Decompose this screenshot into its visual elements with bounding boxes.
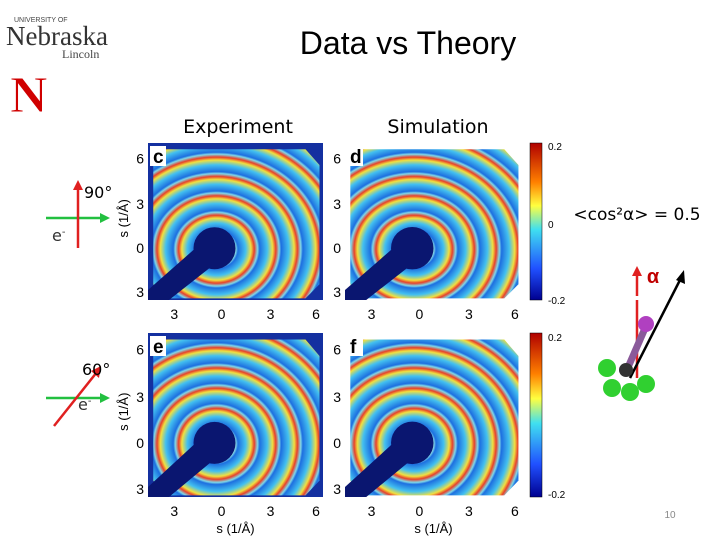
atom (603, 379, 621, 397)
label-box (150, 146, 166, 166)
atom (637, 375, 655, 393)
arrow-head (91, 366, 101, 378)
column-header: Simulation (387, 116, 488, 138)
x-tick-label: 3 (170, 306, 178, 322)
panel-label: d (350, 147, 362, 168)
x-axis-label: s (1/Å) (414, 521, 452, 536)
logo-top: UNIVERSITY OF (14, 17, 68, 24)
y-tick-label: 3 (136, 196, 144, 212)
colorbar (529, 332, 543, 498)
y-tick-label: 0 (333, 435, 341, 451)
label-box (347, 146, 363, 166)
y-tick-label: 0 (136, 435, 144, 451)
atom (638, 316, 654, 332)
x-tick-label: 6 (312, 503, 320, 519)
beam-stop (391, 421, 434, 465)
y-tick-label: 6 (333, 341, 341, 357)
y-tick-label: 6 (136, 151, 144, 167)
x-tick-label: 3 (465, 306, 473, 322)
y-axis-label: s (1/Å) (116, 393, 131, 431)
colorbar-tick: 0 (548, 220, 554, 231)
x-tick-label: 6 (312, 306, 320, 322)
column-header: Experiment (183, 116, 293, 138)
polarization-arrow (53, 371, 98, 427)
arrow-head (100, 393, 110, 403)
panel-label: f (350, 337, 357, 358)
label-box (150, 336, 166, 356)
y-tick-label: 6 (136, 341, 144, 357)
logo-mark: N (10, 67, 48, 124)
x-tick-label: 3 (368, 306, 376, 322)
y-tick-label: 3 (136, 389, 144, 405)
colorbar-tick: -0.2 (548, 296, 566, 307)
panel-label: e (153, 337, 164, 358)
colorbar (529, 142, 543, 301)
molecule-axis (628, 279, 682, 379)
y-axis-label: s (1/Å) (116, 199, 131, 237)
logo-campus: Lincoln (62, 47, 99, 61)
x-axis-label: s (1/Å) (216, 521, 254, 536)
y-tick-label: 3 (333, 284, 341, 300)
slide-title: Data vs Theory (300, 25, 516, 61)
row-angle: 90° (84, 183, 112, 202)
x-tick-label: 6 (511, 306, 519, 322)
colorbar-tick: -0.2 (548, 490, 566, 501)
y-tick-label: 3 (333, 196, 341, 212)
y-tick-label: 0 (136, 240, 144, 256)
electron: e (78, 395, 88, 414)
electron-label: e- (52, 226, 66, 245)
row-angle: 60° (82, 360, 110, 379)
atom (619, 363, 633, 377)
annotation: <cos²α> = 0.5 (573, 205, 700, 225)
arrow-head (73, 180, 83, 190)
beam-stop (391, 226, 434, 270)
arrow-head (100, 213, 110, 223)
angle-symbol: α (647, 266, 660, 288)
arrow-head (676, 270, 685, 284)
x-tick-label: 6 (511, 503, 519, 519)
x-tick-label: 3 (267, 306, 275, 322)
atom (598, 359, 616, 377)
colorbar-tick: 0.2 (548, 142, 562, 153)
x-tick-label: 0 (218, 503, 226, 519)
label-box (347, 336, 363, 356)
x-tick-label: 0 (415, 503, 423, 519)
x-tick-label: 3 (368, 503, 376, 519)
y-tick-label: 6 (333, 151, 341, 167)
colorbar-tick: 0.2 (548, 333, 562, 344)
electron: e (52, 226, 62, 245)
beam-stop (193, 421, 236, 464)
charge: - (62, 227, 66, 238)
arrow-head (632, 266, 642, 276)
logo-name: Nebraska (6, 21, 108, 51)
beam-stop (193, 227, 236, 270)
x-tick-label: 0 (415, 306, 423, 322)
y-tick-label: 3 (136, 481, 144, 497)
atom (621, 383, 639, 401)
electron-label: e- (78, 395, 92, 414)
x-tick-label: 0 (218, 306, 226, 322)
charge: - (88, 396, 92, 407)
y-tick-label: 3 (333, 481, 341, 497)
x-tick-label: 3 (267, 503, 275, 519)
y-tick-label: 3 (136, 284, 144, 300)
x-tick-label: 3 (465, 503, 473, 519)
panel-label: c (153, 147, 164, 168)
y-tick-label: 0 (333, 240, 341, 256)
x-tick-label: 3 (170, 503, 178, 519)
y-tick-label: 3 (333, 389, 341, 405)
page-number: 10 (664, 510, 676, 521)
